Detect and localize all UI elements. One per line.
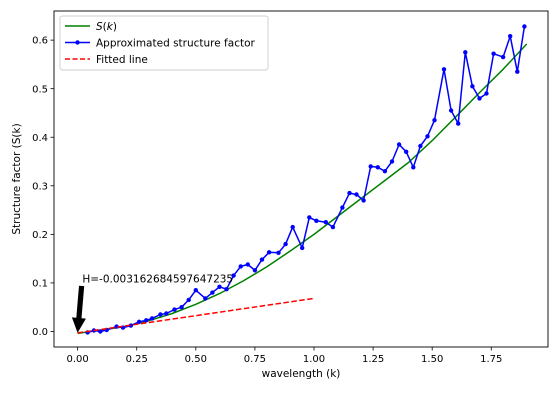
data-point xyxy=(477,96,482,101)
annotation-arrow xyxy=(71,285,86,333)
data-point xyxy=(375,165,380,170)
annotation-text: H=-0.003162684597647235 xyxy=(82,273,233,285)
y-tick-label: 0.4 xyxy=(32,133,48,144)
data-point xyxy=(330,224,336,230)
y-tick-label: 0.0 xyxy=(32,327,48,338)
data-point xyxy=(144,318,149,323)
data-point xyxy=(158,312,163,317)
legend-label-fitted: Fitted line xyxy=(96,54,148,66)
y-tick-label: 0.6 xyxy=(32,36,48,47)
annotation: H=-0.003162684597647235 xyxy=(71,273,233,333)
data-point xyxy=(266,250,272,255)
data-point xyxy=(448,108,454,113)
data-point xyxy=(361,198,366,203)
y-axis: 0.0 0.1 0.2 0.3 0.4 0.5 0.6 xyxy=(32,36,54,338)
x-tick-label: 1.50 xyxy=(421,354,443,365)
data-point xyxy=(382,169,388,174)
y-axis-label: Structure factor (S(k) xyxy=(11,123,23,234)
y-tick-label: 0.3 xyxy=(32,181,48,192)
data-point xyxy=(418,143,423,149)
data-point xyxy=(307,215,312,220)
data-point xyxy=(347,190,352,196)
plot-frame xyxy=(53,10,549,348)
x-tick-label: 1.00 xyxy=(303,354,325,365)
legend-box xyxy=(59,15,269,71)
data-point xyxy=(290,224,295,230)
y-tick-label: 0.2 xyxy=(32,230,48,241)
series-s-k xyxy=(77,43,528,335)
data-point xyxy=(164,311,169,316)
data-point xyxy=(252,268,258,273)
x-tick-label: 1.75 xyxy=(480,354,502,365)
legend-marker-approximated xyxy=(75,40,80,45)
data-point xyxy=(441,67,447,72)
data-point xyxy=(217,284,222,289)
data-point xyxy=(404,149,409,154)
data-point xyxy=(340,205,345,210)
data-point xyxy=(463,50,468,55)
y-tick-label: 0.1 xyxy=(32,279,48,290)
x-axis: 0.00 0.25 0.50 0.75 1.00 1.25 1.50 1.75 xyxy=(67,347,502,365)
data-point xyxy=(500,54,506,60)
legend-entry-fitted: Fitted line xyxy=(65,54,148,66)
data-point xyxy=(508,34,513,39)
y-tick-label: 0.5 xyxy=(32,84,48,95)
data-point xyxy=(238,264,243,269)
data-point xyxy=(456,121,461,126)
series-line-approximated-structure-factor xyxy=(87,26,526,334)
data-point xyxy=(411,165,416,170)
data-point xyxy=(179,305,184,310)
x-tick-label: 0.75 xyxy=(244,354,266,365)
data-point xyxy=(425,134,430,139)
data-point xyxy=(276,250,281,255)
data-point xyxy=(389,159,395,164)
legend: S(k) Approximated structure factor Fitte… xyxy=(59,15,269,71)
data-point xyxy=(259,257,265,262)
data-point xyxy=(522,24,527,29)
data-point xyxy=(224,287,229,292)
data-point xyxy=(484,91,489,96)
data-point xyxy=(210,290,215,295)
x-tick-label: 1.25 xyxy=(362,354,384,365)
series-line-s-k xyxy=(77,43,528,335)
data-point xyxy=(186,297,191,303)
data-point xyxy=(396,142,402,147)
data-point xyxy=(231,273,236,278)
legend-entry-s-k: S(k) xyxy=(65,21,117,33)
data-point xyxy=(323,220,328,225)
data-point xyxy=(136,319,142,324)
data-point xyxy=(283,241,288,247)
data-point xyxy=(149,316,155,321)
series-approximated-structure-factor xyxy=(85,24,527,335)
data-point xyxy=(128,323,133,328)
data-point xyxy=(470,84,475,89)
data-point xyxy=(300,245,305,251)
data-point xyxy=(354,192,359,197)
x-tick-label: 0.50 xyxy=(185,354,207,365)
legend-entry-approximated: Approximated structure factor xyxy=(65,37,256,49)
plot-content xyxy=(77,24,528,335)
data-point xyxy=(515,69,520,74)
legend-label-approximated: Approximated structure factor xyxy=(96,37,256,49)
data-point xyxy=(314,218,319,223)
data-point xyxy=(98,329,103,334)
data-point xyxy=(491,51,496,56)
x-tick-label: 0.00 xyxy=(67,354,89,365)
x-tick-label: 0.25 xyxy=(126,354,148,365)
data-point xyxy=(172,307,177,312)
x-axis-label: wavelength (k) xyxy=(262,368,341,380)
data-point xyxy=(245,262,250,267)
legend-label-s-k: S(k) xyxy=(96,21,117,33)
data-point xyxy=(193,288,198,293)
data-point xyxy=(368,164,373,169)
data-point xyxy=(432,118,437,123)
data-point xyxy=(203,296,208,301)
